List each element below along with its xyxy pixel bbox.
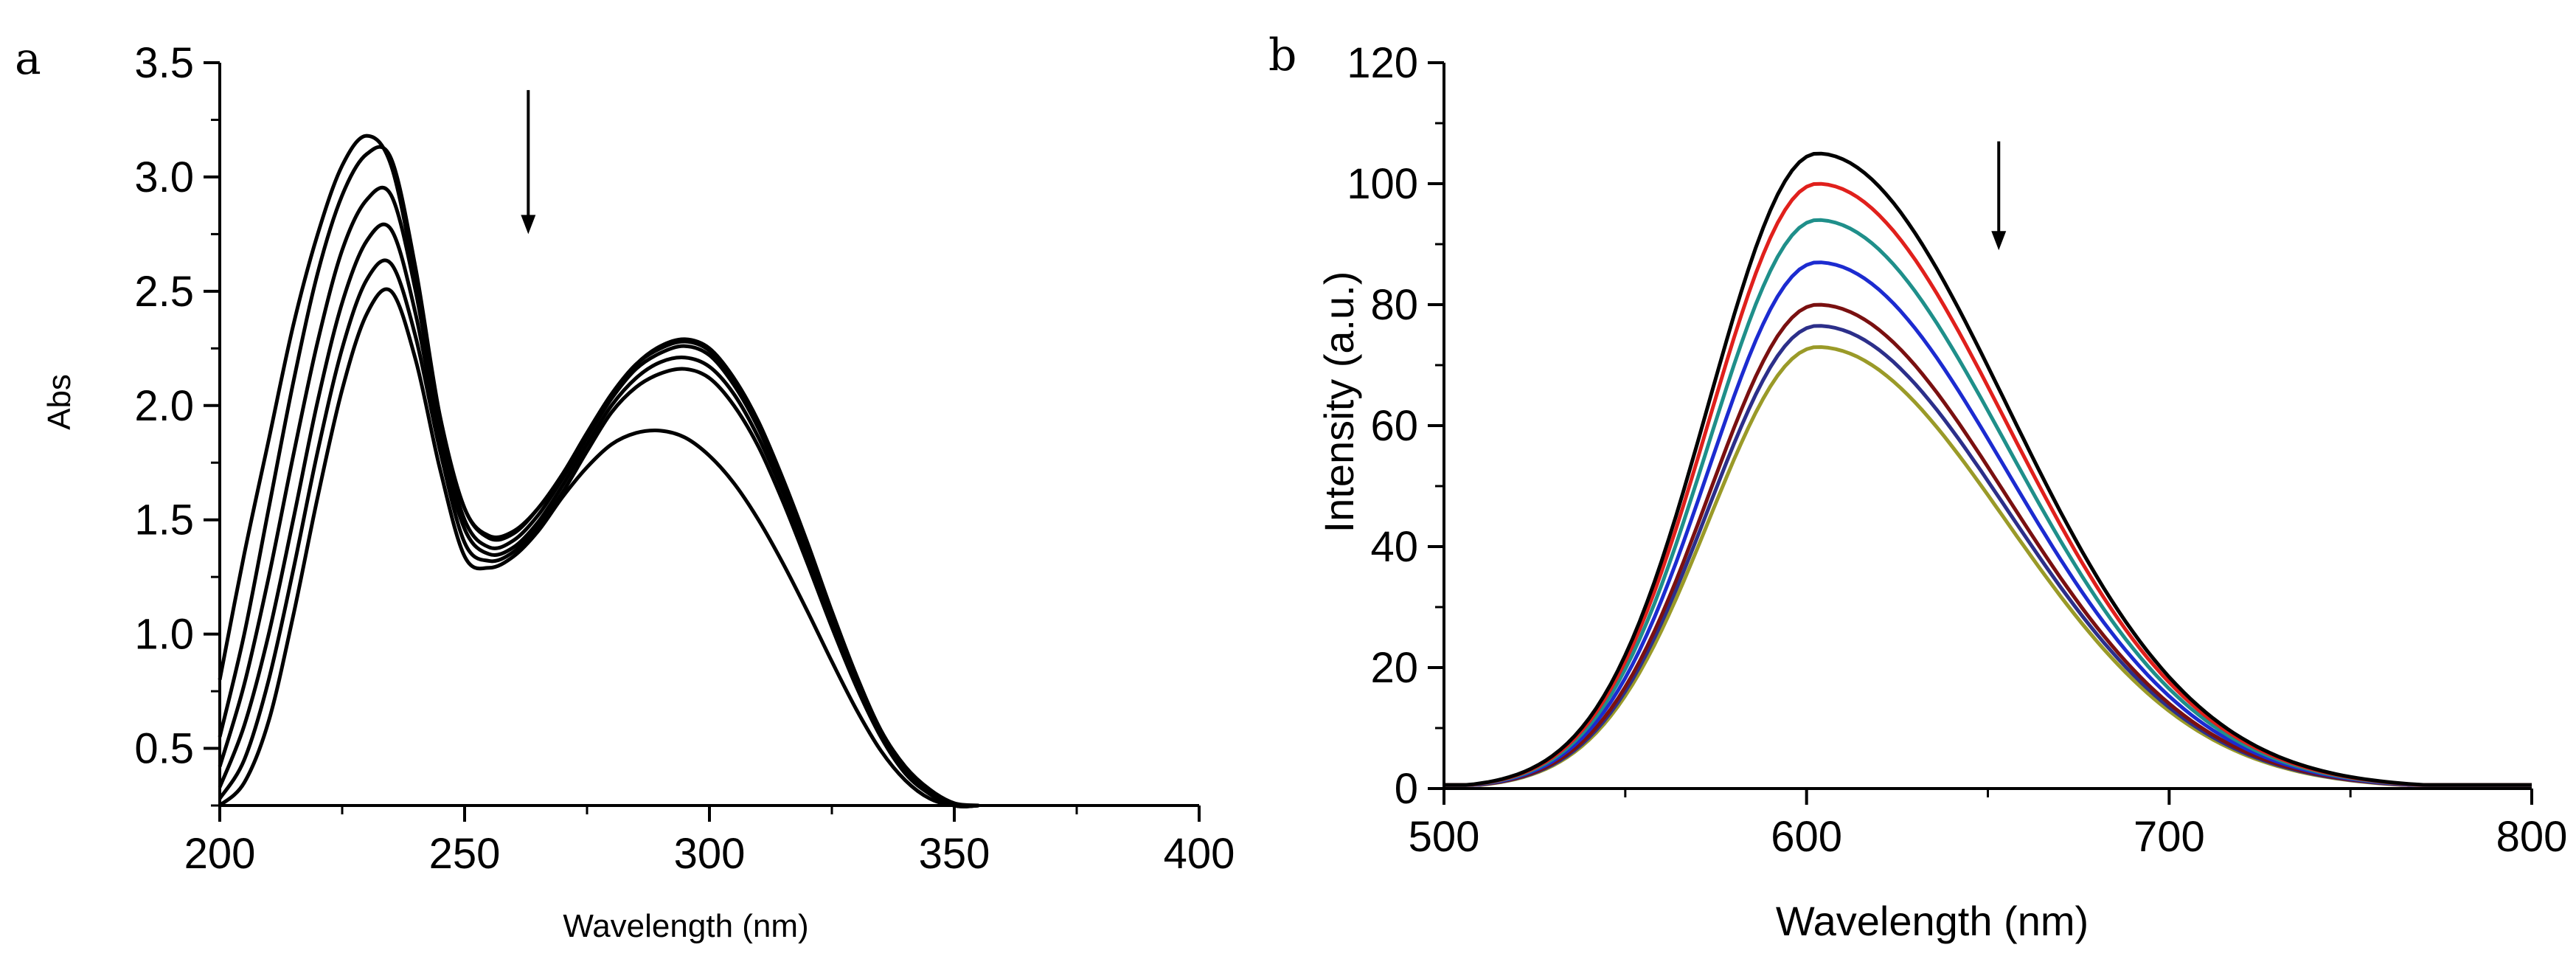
y-tick-label-a: 1.5	[134, 496, 194, 544]
decrease-arrow-b	[1991, 141, 2007, 251]
x-tick-label-b: 600	[1771, 813, 1842, 861]
x-tick-label-b: 500	[1409, 813, 1480, 861]
emission-series-line	[1444, 260, 2532, 787]
decrease-arrow-a	[521, 90, 536, 235]
y-tick-label-a: 2.5	[134, 268, 194, 316]
arrow-head-a	[521, 215, 536, 235]
y-tick-label-a: 3.0	[134, 153, 194, 201]
y-tick-label-b: 40	[1370, 523, 1418, 571]
x-axis-title-b: Wavelength (nm)	[1776, 898, 2089, 944]
x-tick-label-a: 400	[1164, 830, 1235, 878]
y-tick-label-b: 80	[1370, 281, 1418, 329]
x-tick-label-a: 300	[674, 830, 746, 878]
y-tick-label-b: 120	[1347, 39, 1418, 87]
y-tick-label-a: 1.0	[134, 611, 194, 659]
emission-series-line	[1444, 151, 2532, 787]
y-tick-label-b: 20	[1370, 644, 1418, 692]
y-axis-title-b: Intensity (a.u.)	[1316, 271, 1362, 533]
emission-series-line	[1444, 181, 2532, 787]
emission-series-line	[1444, 218, 2532, 787]
y-axis-title-a: Abs	[41, 374, 77, 430]
panel-label-b: b	[1268, 30, 1296, 81]
abs-series-line	[218, 287, 979, 808]
y-tick-label-a: 3.5	[134, 39, 194, 87]
abs-series-line	[218, 258, 979, 808]
x-axis-title-a: Wavelength (nm)	[563, 908, 808, 944]
x-tick-label-a: 200	[184, 830, 256, 878]
y-tick-label-a: 2.0	[134, 382, 194, 430]
emission-series-line	[1444, 302, 2532, 787]
panel-b-chart: b 500 600 700 800 0 20 40 60 80 100 120 Intensity …	[1268, 30, 2567, 944]
arrow-head-b	[1991, 231, 2007, 251]
y-tick-label-b: 60	[1370, 402, 1418, 450]
x-tick-label-a: 350	[919, 830, 990, 878]
x-tick-label-b: 800	[2496, 813, 2568, 861]
x-tick-label-b: 700	[2134, 813, 2205, 861]
panel-label-a: a	[15, 33, 41, 85]
y-tick-label-b: 100	[1347, 160, 1418, 208]
panel-a-chart: a 200 250 300 350 400 0.5 1.0 1.5 2.0 2.5 3.0 3.5 A…	[15, 33, 1235, 944]
x-tick-label-a: 250	[429, 830, 501, 878]
abs-series-line	[218, 222, 979, 808]
y-tick-label-b: 0	[1395, 765, 1418, 813]
y-tick-label-a: 0.5	[134, 725, 194, 773]
abs-series-line	[218, 185, 979, 808]
